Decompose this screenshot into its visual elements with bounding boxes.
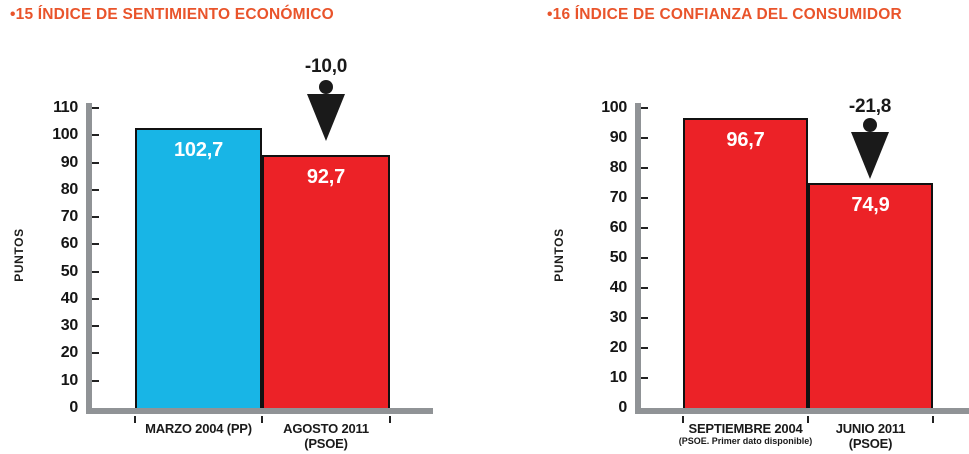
y-tick-label: 0 (69, 399, 78, 416)
y-tick (641, 287, 648, 289)
category-label-line: SEPTIEMBRE 2004 (688, 421, 803, 436)
y-tick (92, 270, 99, 273)
category-sublabel: (PSOE. Primer dato disponible) (678, 436, 813, 446)
y-tick (92, 107, 99, 109)
y-tick (641, 167, 648, 169)
y-tick-label: 110 (53, 99, 78, 116)
x-tick (134, 416, 136, 423)
bar-value-label: 102,7 (173, 138, 224, 161)
y-tick (641, 227, 648, 229)
bar: 74,9 (808, 183, 933, 408)
bar-value-label: 96,7 (726, 128, 765, 151)
y-tick-label: 100 (52, 126, 78, 144)
y-tick-label: 20 (60, 344, 79, 362)
chart-economic-sentiment: •15 ÍNDICE DE SENTIMIENTO ECONÓMICO PUNT… (0, 0, 484, 454)
y-tick-label: 60 (60, 235, 79, 253)
y-tick-label: 40 (60, 289, 79, 307)
plot-area: 100 90 80 70 60 50 40 30 20 10 0 96,7 74,9 SEPTIEMBRE… (485, 0, 969, 454)
y-tick (641, 377, 648, 379)
category-label: SEPTIEMBRE 2004 (PSOE. Primer dato dispon… (651, 421, 841, 447)
category-label-line: AGOSTO 2011 (283, 421, 369, 436)
category-sublabel: (PSOE) (304, 436, 348, 451)
y-tick-label: 80 (609, 159, 628, 176)
y-tick (641, 347, 648, 349)
x-tick (682, 416, 684, 423)
category-sublabel: (PSOE) (848, 436, 893, 451)
bar: 92,7 (262, 155, 390, 408)
category-label-line: MARZO 2004 (PP) (145, 421, 252, 436)
y-tick (641, 137, 648, 139)
y-tick (92, 243, 99, 246)
y-tick (92, 297, 99, 300)
y-tick-label: 50 (609, 249, 628, 266)
y-tick-label: 50 (60, 262, 79, 280)
y-tick (92, 325, 99, 328)
decrease-arrow-icon (851, 118, 889, 179)
category-label: MARZO 2004 (PP) (104, 421, 294, 436)
x-tick (807, 416, 809, 423)
y-tick (641, 107, 648, 109)
chart-title: •15 ÍNDICE DE SENTIMIENTO ECONÓMICO (10, 6, 334, 23)
y-tick-label: 80 (60, 180, 79, 198)
y-tick (641, 197, 648, 199)
y-tick (92, 352, 99, 355)
decrease-arrow-icon (307, 80, 345, 141)
y-axis-line (86, 103, 92, 414)
bar: 96,7 (683, 117, 808, 408)
y-tick-label: 70 (609, 189, 628, 206)
annotation-value: -21,8 (848, 96, 892, 117)
y-tick (641, 257, 648, 259)
x-tick (261, 416, 263, 423)
y-tick-label: 70 (60, 208, 79, 226)
y-tick (92, 134, 99, 137)
bar-value-label: 92,7 (306, 166, 346, 189)
category-label: AGOSTO 2011 (PSOE) (231, 421, 421, 451)
y-tick-label: 60 (609, 219, 628, 236)
y-tick-label: 20 (609, 339, 628, 356)
category-label-line: JUNIO 2011 (835, 421, 906, 436)
y-tick-label: 90 (60, 153, 79, 171)
y-tick-label: 0 (618, 399, 627, 416)
y-tick-label: 30 (60, 317, 79, 335)
y-tick (641, 317, 648, 319)
y-tick (92, 188, 99, 191)
y-tick-label: 30 (609, 309, 628, 326)
chart-title: •16 ÍNDICE DE CONFIANZA DEL CONSUMIDOR (547, 6, 902, 23)
y-tick-label: 90 (609, 129, 628, 146)
y-tick-label: 10 (60, 371, 79, 389)
x-tick (932, 416, 934, 423)
plot-area: 110 100 90 80 70 60 50 40 30 20 10 0 102,7 92,7 MARZO … (0, 0, 484, 454)
x-tick (389, 416, 391, 423)
category-label: JUNIO 2011 (PSOE) (776, 421, 966, 451)
bar-value-label: 74,9 (851, 194, 890, 217)
y-tick (92, 161, 99, 164)
y-tick (92, 379, 99, 382)
y-tick-label: 40 (609, 279, 628, 296)
chart-consumer-confidence: •16 ÍNDICE DE CONFIANZA DEL CONSUMIDOR P… (485, 0, 969, 454)
y-tick-label: 100 (601, 99, 627, 116)
x-axis-line (635, 408, 969, 414)
x-axis-line (86, 408, 433, 414)
y-tick (92, 216, 99, 219)
annotation-value: -10,0 (304, 56, 348, 77)
y-tick-label: 10 (609, 369, 628, 386)
y-axis-line (635, 103, 641, 414)
bar: 102,7 (135, 127, 262, 408)
